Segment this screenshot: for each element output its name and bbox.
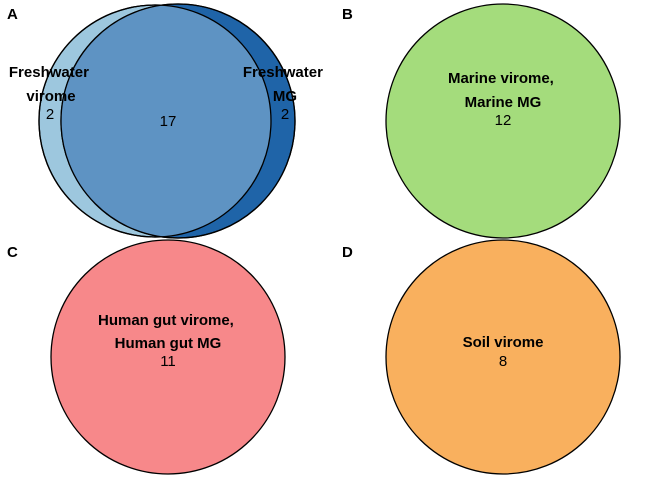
panel-letter-b: B (342, 6, 353, 23)
count-human-gut: 11 (160, 353, 176, 370)
count-freshwater-mg-only: 2 (281, 106, 289, 123)
venn-overlap-region (61, 5, 271, 237)
panel-letter-d: D (342, 244, 353, 261)
panel-b: B Marine virome, Marine MG 12 (342, 3, 621, 239)
panel-letter-c: C (7, 244, 18, 261)
count-marine: 12 (495, 112, 512, 129)
venn-circle-freshwater-virome-outline (38, 4, 272, 238)
venn-circle-human-gut (50, 239, 286, 475)
count-soil: 8 (499, 353, 507, 370)
panel-d: D Soil virome 8 (342, 239, 621, 475)
panel-c: C Human gut virome, Human gut MG 11 (7, 239, 286, 475)
panel-a: A Freshwater virome 2 Freshwater MG 2 17 (7, 3, 327, 239)
set-label-soil: Soil virome (463, 334, 544, 351)
set-label-marine: Marine virome, Marine MG (448, 70, 558, 111)
venn-circle-marine (385, 3, 621, 239)
venn-circle-soil (385, 239, 621, 475)
count-freshwater-overlap: 17 (160, 113, 177, 130)
set-label-freshwater-virome: Freshwater virome (9, 64, 93, 105)
count-freshwater-virome-only: 2 (46, 106, 54, 123)
set-label-freshwater-mg: Freshwater MG (243, 64, 327, 105)
panel-letter-a: A (7, 6, 18, 23)
venn-circle-freshwater-mg-outline (60, 3, 296, 239)
set-label-human-gut: Human gut virome, Human gut MG (98, 312, 238, 352)
